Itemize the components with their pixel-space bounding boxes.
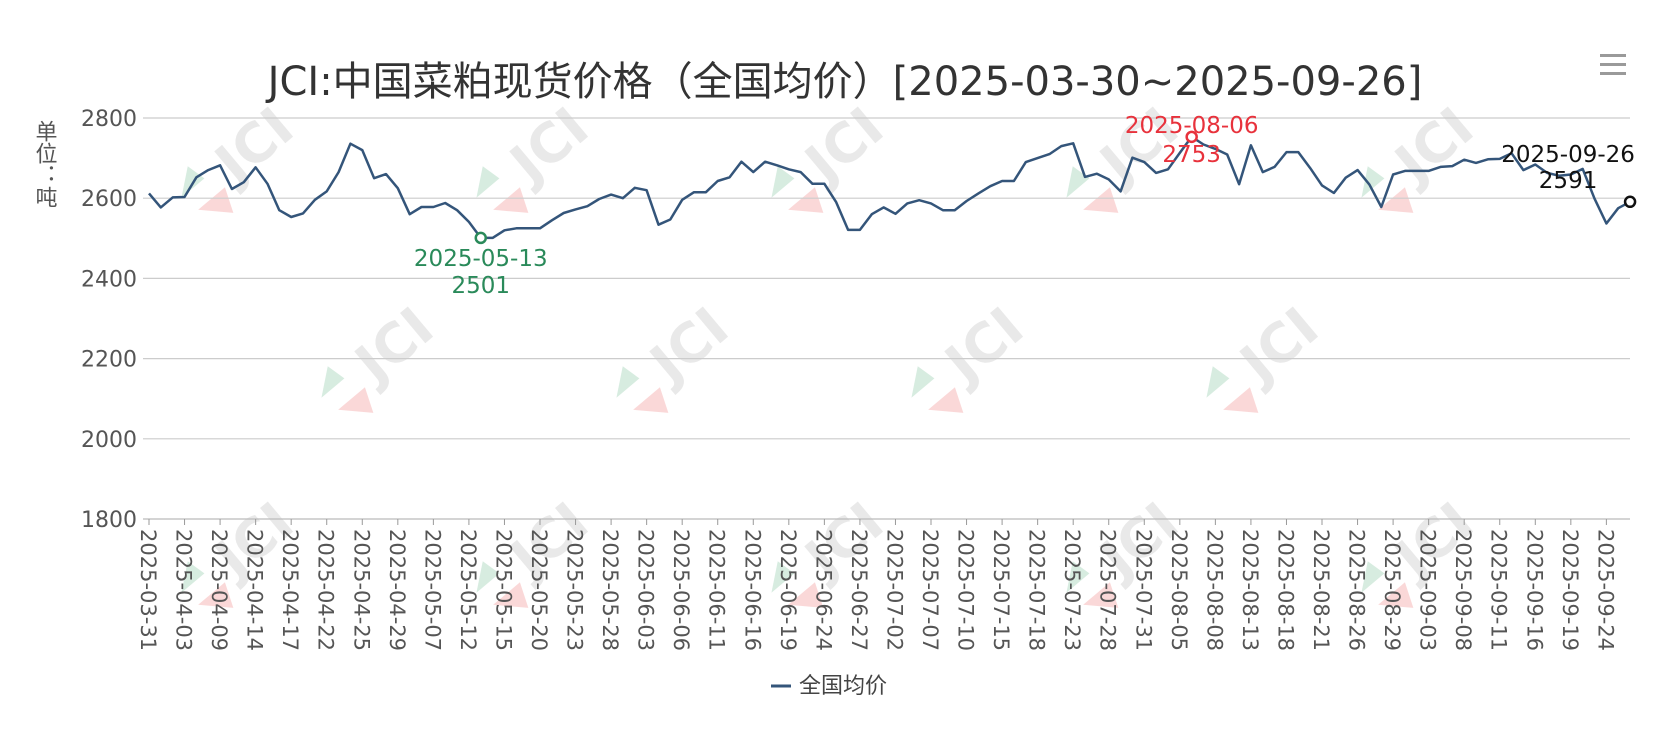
x-tick-label: 2025-05-12 bbox=[456, 529, 480, 651]
x-tick-label: 2025-09-19 bbox=[1558, 529, 1582, 651]
watermark: JCI bbox=[321, 295, 446, 413]
x-tick-label: 2025-08-21 bbox=[1309, 529, 1333, 651]
x-tick-label: 2025-03-31 bbox=[136, 529, 160, 651]
watermark: JCI bbox=[476, 95, 601, 213]
x-tick-label: 2025-07-28 bbox=[1096, 529, 1120, 651]
watermark-text: JCI bbox=[791, 490, 896, 592]
y-tick-label: 2800 bbox=[81, 107, 137, 132]
y-tick-label: 2400 bbox=[81, 267, 137, 292]
legend[interactable]: 全国均价 bbox=[771, 674, 887, 699]
annotation-point-min bbox=[474, 231, 488, 245]
x-tick-label: 2025-06-03 bbox=[634, 529, 658, 651]
watermark-text: JCI bbox=[931, 295, 1036, 397]
x-tick-label: 2025-09-11 bbox=[1487, 529, 1511, 651]
watermark-text: JCI bbox=[1226, 295, 1331, 397]
watermark-text: JCI bbox=[1381, 95, 1486, 197]
watermark: JCI bbox=[616, 295, 741, 413]
watermark: JCI bbox=[181, 95, 306, 213]
x-tick-label: 2025-08-26 bbox=[1345, 529, 1369, 651]
series-line bbox=[148, 135, 1631, 240]
x-tick-label: 2025-07-18 bbox=[1025, 529, 1049, 651]
x-tick-label: 2025-08-08 bbox=[1202, 529, 1226, 651]
x-tick-label: 2025-04-25 bbox=[349, 529, 373, 651]
x-tick-label: 2025-04-29 bbox=[385, 529, 409, 651]
x-tick-label: 2025-08-18 bbox=[1273, 529, 1297, 651]
x-tick-label: 2025-09-16 bbox=[1522, 529, 1546, 651]
y-tick-label: 1800 bbox=[81, 508, 137, 533]
x-tick-label: 2025-04-22 bbox=[314, 529, 338, 651]
x-tick-label: 2025-05-15 bbox=[491, 529, 515, 651]
watermark-text: JCI bbox=[496, 95, 601, 197]
annotation-value-min: 2501 bbox=[451, 273, 510, 299]
x-tick-label: 2025-04-14 bbox=[243, 529, 267, 651]
x-tick-label: 2025-05-07 bbox=[420, 529, 444, 651]
grid-lines bbox=[143, 117, 1630, 520]
x-axis: 2025-03-31 2025-04-03 2025-04-09 2025-04-14… bbox=[136, 519, 1617, 651]
x-tick-label: 2025-05-20 bbox=[527, 529, 551, 651]
annotation-point-last bbox=[1623, 195, 1637, 209]
y-tick-label: 2200 bbox=[81, 348, 137, 373]
annotation-date-min: 2025-05-13 bbox=[414, 246, 548, 272]
x-tick-label: 2025-07-10 bbox=[954, 529, 978, 651]
annotation-date-max: 2025-08-06 bbox=[1125, 113, 1259, 139]
x-tick-label: 2025-09-08 bbox=[1451, 529, 1475, 651]
watermark-text: JCI bbox=[636, 295, 741, 397]
x-tick-label: 2025-09-24 bbox=[1593, 529, 1617, 651]
annotation-value-last: 2591 bbox=[1539, 168, 1598, 194]
x-tick-label: 2025-08-13 bbox=[1238, 529, 1262, 651]
legend-label: 全国均价 bbox=[799, 674, 887, 699]
hamburger-menu-icon[interactable] bbox=[1600, 54, 1626, 75]
x-tick-label: 2025-06-19 bbox=[776, 529, 800, 651]
watermark: JCI bbox=[1361, 95, 1486, 213]
watermark-text: JCI bbox=[791, 95, 896, 197]
x-tick-label: 2025-07-23 bbox=[1060, 529, 1084, 651]
annotation-date-last: 2025-09-26 bbox=[1501, 142, 1635, 168]
y-axis-label: 单位：吨 bbox=[32, 120, 58, 208]
x-tick-label: 2025-06-24 bbox=[811, 529, 835, 651]
x-tick-label: 2025-06-27 bbox=[847, 529, 871, 651]
x-tick-label: 2025-06-11 bbox=[705, 529, 729, 651]
annotation-point-max bbox=[1185, 130, 1198, 144]
annotation-value-max: 2753 bbox=[1162, 142, 1221, 168]
x-tick-label: 2025-06-06 bbox=[669, 529, 693, 651]
x-tick-label: 2025-05-28 bbox=[598, 529, 622, 651]
x-tick-label: 2025-05-23 bbox=[563, 529, 587, 651]
series-layer bbox=[148, 135, 1631, 240]
x-tick-label: 2025-04-17 bbox=[278, 529, 302, 651]
x-tick-label: 2025-06-16 bbox=[740, 529, 764, 651]
y-axis: 1800 2000 2200 2400 2600 2800 bbox=[81, 107, 137, 533]
watermark: JCI bbox=[1206, 295, 1331, 413]
x-tick-label: 2025-07-07 bbox=[918, 529, 942, 651]
watermark: JCI bbox=[911, 295, 1036, 413]
x-tick-label: 2025-07-02 bbox=[882, 529, 906, 651]
chart-title: JCI:中国菜粕现货价格（全国均价）[2025-03-30~2025-09-26… bbox=[265, 59, 1423, 105]
x-tick-label: 2025-07-15 bbox=[989, 529, 1013, 651]
watermark-text: JCI bbox=[341, 295, 446, 397]
x-tick-label: 2025-04-03 bbox=[172, 529, 196, 651]
y-tick-label: 2600 bbox=[81, 187, 137, 212]
y-tick-label: 2000 bbox=[81, 428, 137, 453]
x-tick-label: 2025-04-09 bbox=[207, 529, 231, 651]
x-tick-label: 2025-09-03 bbox=[1416, 529, 1440, 651]
watermark-text: JCI bbox=[201, 95, 306, 197]
x-tick-label: 2025-07-31 bbox=[1131, 529, 1155, 651]
x-tick-label: 2025-08-05 bbox=[1167, 529, 1191, 651]
x-tick-label: 2025-08-29 bbox=[1380, 529, 1404, 651]
